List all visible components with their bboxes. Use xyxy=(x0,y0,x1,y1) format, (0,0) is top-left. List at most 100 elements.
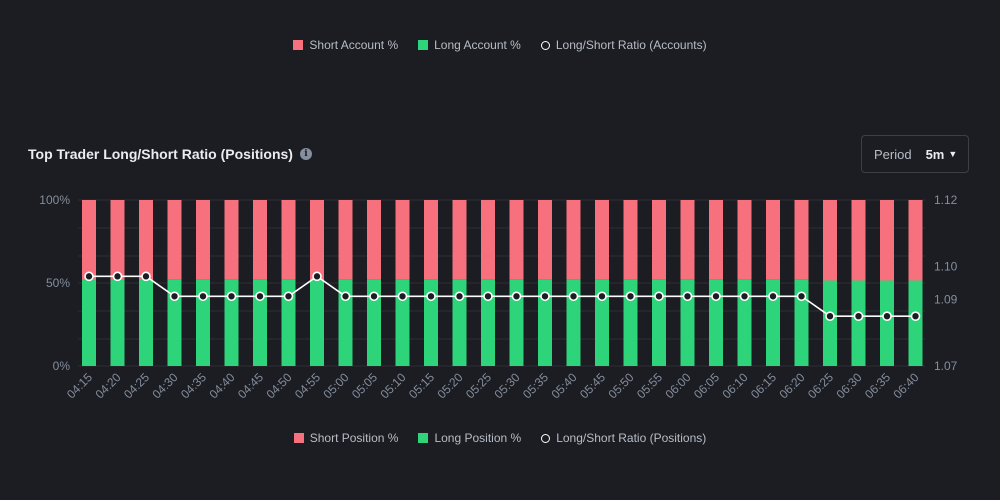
x-tick-label: 06:25 xyxy=(805,370,836,401)
long-position-bar xyxy=(566,279,581,366)
y-right-tick-label: 1.09 xyxy=(934,293,958,307)
long-position-bar xyxy=(680,279,695,366)
long-position-bar xyxy=(509,279,524,366)
x-tick-label: 06:00 xyxy=(662,370,693,401)
short-position-swatch xyxy=(293,433,304,443)
ratio-point xyxy=(141,271,151,282)
short-position-bar xyxy=(538,200,552,280)
long-position-bar xyxy=(110,280,125,366)
short-position-bar xyxy=(737,200,752,280)
legend-item-ratio-accounts[interactable]: Long/Short Ratio (Accounts) xyxy=(540,38,707,52)
ratio-positions-swatch xyxy=(541,433,551,443)
ratio-point xyxy=(226,291,237,302)
long-position-bar xyxy=(82,280,96,366)
x-tick-label: 04:35 xyxy=(178,370,209,401)
long-position-bar xyxy=(310,280,324,366)
legend-label: Long Account % xyxy=(434,38,521,52)
ratio-point xyxy=(312,271,322,282)
short-position-bar xyxy=(82,200,96,281)
short-position-bar xyxy=(623,200,638,280)
x-tick-label: 05:35 xyxy=(520,370,551,401)
period-value: 5m xyxy=(925,146,945,162)
ratio-point xyxy=(654,291,664,302)
x-tick-label: 05:15 xyxy=(406,370,437,401)
x-tick-label: 04:45 xyxy=(235,370,266,401)
short-position-bar xyxy=(823,200,837,281)
long-position-bar xyxy=(851,280,866,366)
legend-item-short-account[interactable]: Short Account % xyxy=(293,38,398,52)
short-account-swatch xyxy=(293,40,304,50)
x-tick-label: 06:30 xyxy=(833,370,864,401)
x-tick-label: 06:40 xyxy=(890,370,921,401)
ratio-point xyxy=(825,311,835,322)
short-position-bar xyxy=(310,200,324,281)
short-position-bar xyxy=(167,200,182,280)
long-position-bar xyxy=(737,279,752,366)
legend-accounts: Short Account % Long Account % Long/Shor… xyxy=(0,38,1000,52)
long-position-bar xyxy=(367,279,381,366)
ratio-point xyxy=(625,291,636,302)
legend-item-long-account[interactable]: Long Account % xyxy=(418,38,521,52)
long-position-bar xyxy=(281,279,296,366)
long-position-bar xyxy=(224,279,239,366)
x-tick-label: 05:20 xyxy=(434,370,465,401)
x-tick-label: 04:25 xyxy=(121,370,152,401)
ratio-point xyxy=(597,291,607,302)
short-position-bar xyxy=(509,200,524,280)
long-position-bar xyxy=(623,279,638,366)
short-position-bar xyxy=(224,200,239,280)
x-tick-label: 04:55 xyxy=(292,370,323,401)
ratio-point xyxy=(768,291,778,302)
short-position-bar xyxy=(794,200,809,280)
ratio-point xyxy=(483,291,493,302)
period-label: Period xyxy=(874,146,912,162)
chart-header: Top Trader Long/Short Ratio (Positions) … xyxy=(28,146,312,162)
x-tick-label: 04:40 xyxy=(206,370,237,401)
legend-item-ratio-positions[interactable]: Long/Short Ratio (Positions) xyxy=(541,431,706,445)
info-icon[interactable]: i xyxy=(299,148,312,160)
ratio-point xyxy=(112,271,123,282)
legend-label: Long Position % xyxy=(434,431,522,445)
x-tick-label: 05:05 xyxy=(349,370,380,401)
short-position-bar xyxy=(595,200,609,280)
short-position-bar xyxy=(367,200,381,280)
ratio-point xyxy=(682,291,693,302)
legend-item-long-position[interactable]: Long Position % xyxy=(418,431,521,445)
ratio-point xyxy=(369,291,379,302)
long-position-bar xyxy=(395,279,410,366)
long-position-bar xyxy=(823,280,837,366)
ratio-point xyxy=(340,291,351,302)
legend-item-short-position[interactable]: Short Position % xyxy=(293,431,398,445)
ratio-point xyxy=(255,291,265,302)
long-position-bar xyxy=(481,279,495,366)
short-position-bar xyxy=(680,200,695,280)
ratio-point xyxy=(910,311,921,322)
period-selector[interactable]: Period 5m ▼ xyxy=(861,135,969,173)
x-tick-label: 04:20 xyxy=(92,370,123,401)
long-position-bar xyxy=(766,279,780,366)
short-position-bar xyxy=(253,200,267,280)
ratio-point xyxy=(283,291,294,302)
ratio-point xyxy=(853,311,864,322)
ratio-point xyxy=(454,291,465,302)
legend-positions: Short Position % Long Position % Long/Sh… xyxy=(0,431,1000,445)
legend-label: Long/Short Ratio (Positions) xyxy=(556,431,707,445)
long-position-swatch xyxy=(418,433,429,443)
chevron-down-icon: ▼ xyxy=(948,149,958,159)
ratio-accounts-swatch xyxy=(540,40,550,50)
ratio-point xyxy=(426,291,436,302)
x-tick-label: 04:15 xyxy=(64,370,95,401)
short-position-bar xyxy=(481,200,495,280)
long-position-bar xyxy=(253,279,267,366)
short-position-bar xyxy=(395,200,410,280)
long-position-bar xyxy=(139,280,153,366)
ratio-point xyxy=(169,291,180,302)
ratio-point xyxy=(198,291,208,302)
long-account-swatch xyxy=(418,40,429,50)
short-position-bar xyxy=(139,200,153,281)
short-position-bar xyxy=(652,200,666,280)
x-tick-label: 06:20 xyxy=(776,370,807,401)
long-position-bar xyxy=(908,280,923,366)
short-position-bar xyxy=(452,200,467,280)
